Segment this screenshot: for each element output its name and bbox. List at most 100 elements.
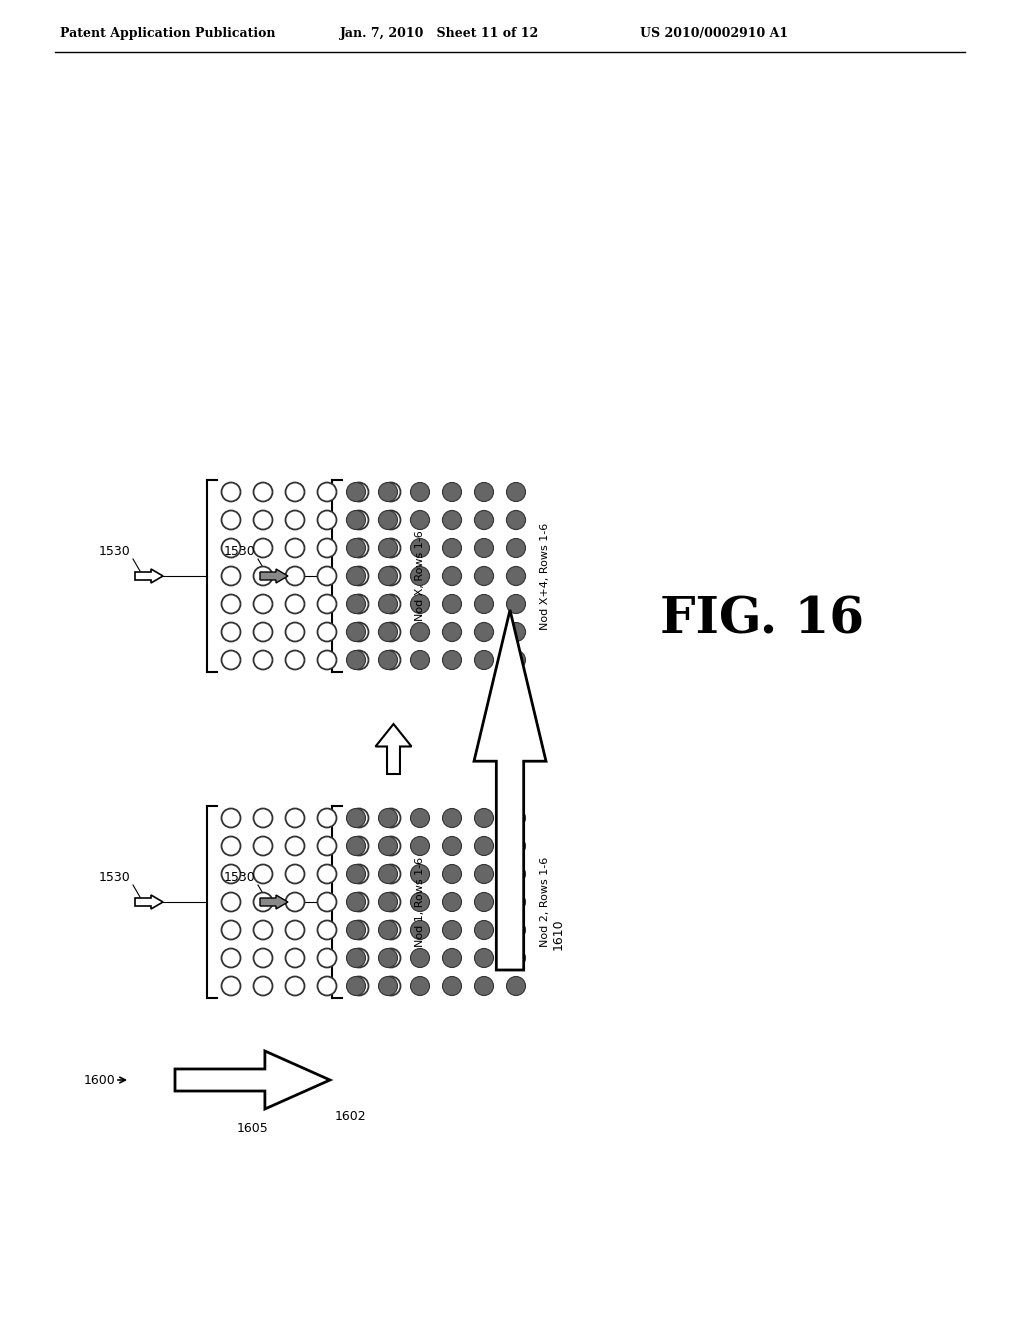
Circle shape (382, 511, 400, 529)
Circle shape (442, 594, 462, 614)
Circle shape (474, 566, 494, 586)
Circle shape (379, 920, 397, 940)
Circle shape (221, 977, 241, 995)
Circle shape (317, 651, 337, 669)
Circle shape (382, 623, 400, 642)
Circle shape (349, 808, 369, 828)
Circle shape (507, 651, 525, 669)
Circle shape (474, 892, 494, 912)
Circle shape (411, 539, 429, 557)
Circle shape (474, 651, 494, 669)
Circle shape (382, 651, 400, 669)
Circle shape (507, 920, 525, 940)
Circle shape (286, 865, 304, 883)
Circle shape (317, 511, 337, 529)
Circle shape (286, 623, 304, 642)
Circle shape (317, 539, 337, 557)
Circle shape (254, 511, 272, 529)
Circle shape (507, 977, 525, 995)
Circle shape (474, 977, 494, 995)
Circle shape (507, 949, 525, 968)
Circle shape (411, 865, 429, 883)
Circle shape (286, 837, 304, 855)
Circle shape (317, 837, 337, 855)
Circle shape (507, 865, 525, 883)
Circle shape (382, 949, 400, 968)
Circle shape (286, 892, 304, 912)
Circle shape (346, 949, 366, 968)
Circle shape (286, 511, 304, 529)
Circle shape (254, 808, 272, 828)
Circle shape (346, 892, 366, 912)
Circle shape (221, 949, 241, 968)
Circle shape (411, 594, 429, 614)
Circle shape (507, 483, 525, 502)
Circle shape (382, 483, 400, 502)
Text: 1605: 1605 (238, 1122, 269, 1135)
Circle shape (349, 483, 369, 502)
Circle shape (442, 892, 462, 912)
Circle shape (411, 920, 429, 940)
Text: 1602: 1602 (335, 1110, 367, 1123)
Polygon shape (260, 569, 288, 583)
Circle shape (254, 594, 272, 614)
Circle shape (221, 566, 241, 586)
Circle shape (254, 865, 272, 883)
Circle shape (254, 483, 272, 502)
Polygon shape (135, 895, 163, 909)
Circle shape (474, 808, 494, 828)
Circle shape (346, 511, 366, 529)
Circle shape (254, 949, 272, 968)
Circle shape (349, 511, 369, 529)
Circle shape (474, 837, 494, 855)
Text: Nod X, Rows 1-6: Nod X, Rows 1-6 (415, 531, 425, 622)
Circle shape (442, 865, 462, 883)
Circle shape (442, 539, 462, 557)
Circle shape (379, 837, 397, 855)
Circle shape (507, 892, 525, 912)
Text: 1530: 1530 (98, 871, 130, 884)
Circle shape (254, 837, 272, 855)
Circle shape (474, 594, 494, 614)
Circle shape (349, 594, 369, 614)
Circle shape (317, 892, 337, 912)
Polygon shape (175, 1051, 330, 1109)
Circle shape (411, 566, 429, 586)
Circle shape (507, 566, 525, 586)
Circle shape (474, 920, 494, 940)
Circle shape (346, 837, 366, 855)
Circle shape (317, 594, 337, 614)
Circle shape (379, 949, 397, 968)
Circle shape (346, 483, 366, 502)
Circle shape (221, 892, 241, 912)
Circle shape (507, 808, 525, 828)
Circle shape (474, 483, 494, 502)
Circle shape (442, 920, 462, 940)
Circle shape (442, 837, 462, 855)
Circle shape (317, 623, 337, 642)
Circle shape (349, 977, 369, 995)
Text: FIG. 16: FIG. 16 (660, 595, 864, 644)
Circle shape (382, 865, 400, 883)
Circle shape (346, 566, 366, 586)
Circle shape (411, 892, 429, 912)
Text: Nod X+4, Rows 1-6: Nod X+4, Rows 1-6 (540, 523, 550, 630)
Circle shape (411, 837, 429, 855)
Circle shape (382, 539, 400, 557)
Polygon shape (260, 895, 288, 909)
Text: Nod 1, Rows 1-6: Nod 1, Rows 1-6 (415, 857, 425, 946)
Circle shape (254, 623, 272, 642)
Circle shape (286, 594, 304, 614)
Circle shape (379, 808, 397, 828)
Polygon shape (474, 610, 546, 970)
Circle shape (221, 539, 241, 557)
Circle shape (411, 623, 429, 642)
Circle shape (474, 511, 494, 529)
Circle shape (382, 920, 400, 940)
Circle shape (346, 920, 366, 940)
Circle shape (346, 623, 366, 642)
Circle shape (346, 651, 366, 669)
Circle shape (286, 977, 304, 995)
Circle shape (346, 977, 366, 995)
Circle shape (411, 808, 429, 828)
